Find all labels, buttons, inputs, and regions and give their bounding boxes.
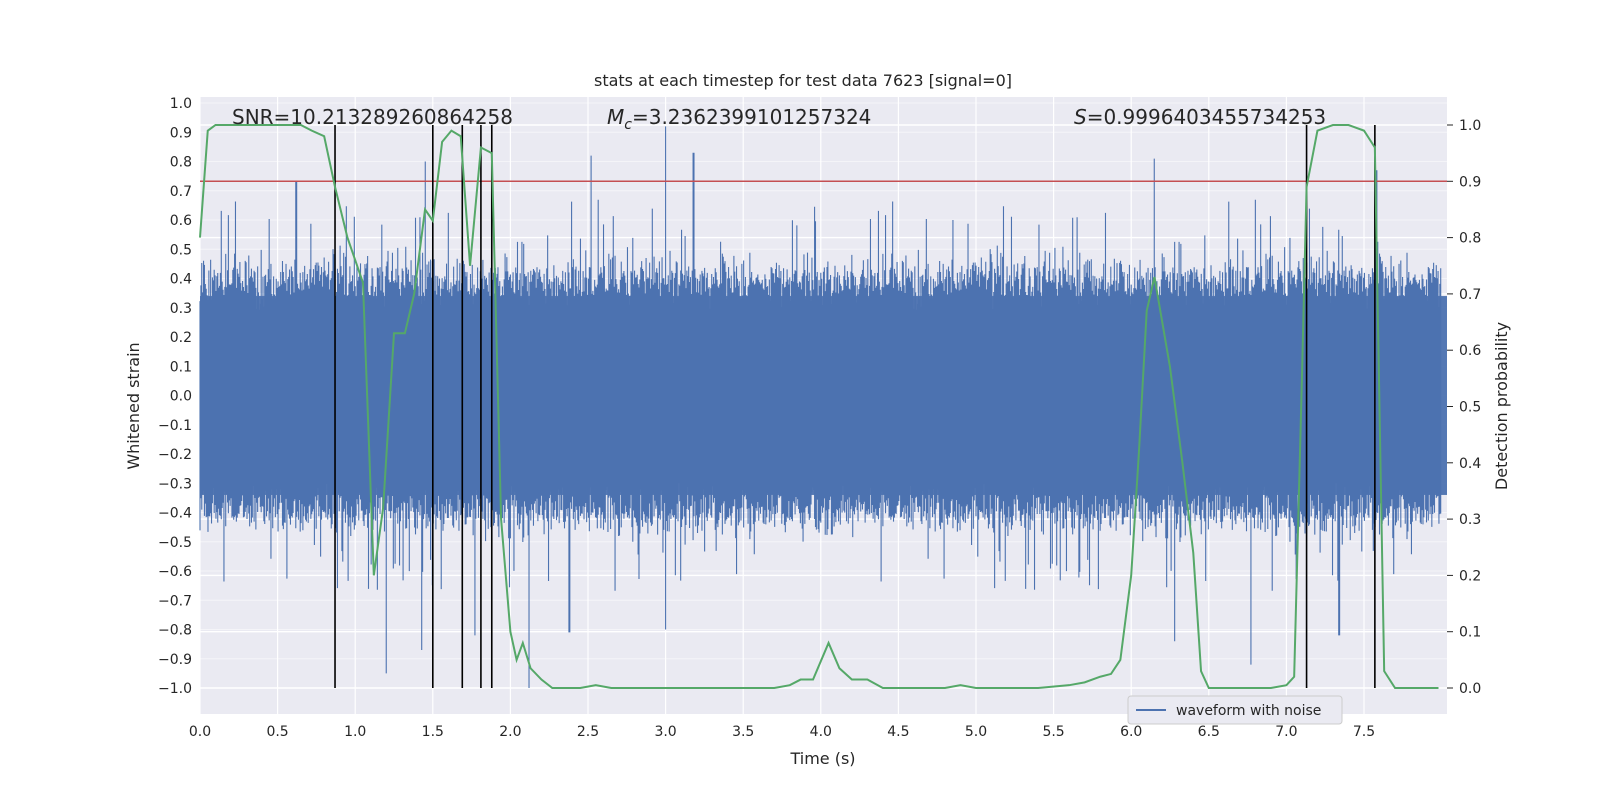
- y-tick-label: 0.0: [170, 389, 192, 405]
- y-tick-label: 0.4: [170, 272, 192, 288]
- y-tick-label: −0.7: [158, 593, 192, 609]
- waveform-series: [199, 126, 1447, 688]
- y2-tick-label: 1.0: [1459, 118, 1481, 134]
- y-tick-label: 0.8: [170, 155, 192, 171]
- legend-label: waveform with noise: [1176, 703, 1321, 719]
- chirp-mass-annotation: Mc=3.2362399101257324: [607, 105, 871, 133]
- chirp-mass-subscript: c: [624, 117, 632, 133]
- y-tick-label: 0.5: [170, 242, 192, 258]
- y2-axis-label: Detection probability: [1492, 322, 1511, 490]
- s-annotation: S=0.9996403455734253: [1074, 105, 1326, 129]
- x-tick-label: 6.5: [1198, 724, 1220, 740]
- y-tick-label: −0.3: [158, 476, 192, 492]
- x-tick-label: 1.0: [344, 724, 366, 740]
- y-axis-left: 1.0 0.9 0.8 0.7 0.6 0.5 0.4 0.3 0.2 0.1 0.0 −0.1 −0.…: [158, 96, 192, 697]
- y-tick-label: −1.0: [158, 681, 192, 697]
- y-tick-label: −0.2: [158, 447, 192, 463]
- x-tick-label: 4.0: [810, 724, 832, 740]
- y2-tick-label: 0.2: [1459, 568, 1481, 584]
- y-axis-right: 1.0 0.9 0.8 0.7 0.6 0.5 0.4 0.3 0.2 0.1 0.0: [1447, 118, 1481, 697]
- y2-tick-label: 0.8: [1459, 231, 1481, 247]
- y-tick-label: −0.1: [158, 418, 192, 434]
- y-tick-label: −0.8: [158, 623, 192, 639]
- x-tick-label: 2.0: [499, 724, 521, 740]
- y2-tick-label: 0.9: [1459, 174, 1481, 190]
- y-tick-label: 0.3: [170, 301, 192, 317]
- chart-title: stats at each timestep for test data 762…: [594, 71, 1012, 90]
- y-tick-label: 0.6: [170, 213, 192, 229]
- y-tick-label: 0.2: [170, 330, 192, 346]
- chirp-mass-symbol: M: [607, 105, 624, 129]
- chirp-mass-value: =3.2362399101257324: [632, 105, 871, 129]
- s-value: =0.9996403455734253: [1087, 105, 1326, 129]
- y-tick-label: 0.7: [170, 184, 192, 200]
- waveform-core: [200, 296, 1447, 495]
- x-axis-label: Time (s): [789, 749, 855, 768]
- legend-box: [1127, 695, 1343, 725]
- y2-tick-label: 0.0: [1459, 681, 1481, 697]
- x-tick-label: 5.5: [1042, 724, 1064, 740]
- y2-tick-label: 0.5: [1459, 400, 1481, 416]
- y-tick-label: 0.1: [170, 359, 192, 375]
- probability-series: [199, 124, 1439, 689]
- x-tick-label: 2.5: [577, 724, 599, 740]
- y-tick-label: 0.9: [170, 125, 192, 141]
- legend: waveform with noise: [1127, 695, 1343, 725]
- s-symbol: S: [1074, 105, 1087, 129]
- snr-annotation: SNR=10.213289260864258: [232, 105, 513, 129]
- x-tick-label: 3.0: [654, 724, 676, 740]
- y-tick-label: −0.5: [158, 535, 192, 551]
- x-tick-label: 0.5: [266, 724, 288, 740]
- x-tick-label: 4.5: [887, 724, 909, 740]
- y2-tick-label: 0.6: [1459, 343, 1481, 359]
- y-axis-label: Whitened strain: [124, 342, 143, 469]
- y-tick-label: 1.0: [170, 96, 192, 112]
- y-tick-label: −0.9: [158, 652, 192, 668]
- x-tick-label: 7.0: [1275, 724, 1297, 740]
- y2-tick-label: 0.4: [1459, 456, 1481, 472]
- y2-tick-label: 0.3: [1459, 512, 1481, 528]
- y-tick-label: −0.6: [158, 564, 192, 580]
- probability-line: [199, 124, 1439, 689]
- x-tick-label: 3.5: [732, 724, 754, 740]
- x-axis: 0.0 0.5 1.0 1.5 2.0 2.5 3.0 3.5 4.0 4.5 5.0 5.5 6.0 6…: [189, 724, 1375, 740]
- x-tick-label: 6.0: [1120, 724, 1142, 740]
- x-tick-label: 5.0: [965, 724, 987, 740]
- x-tick-label: 7.5: [1353, 724, 1375, 740]
- x-tick-label: 0.0: [189, 724, 211, 740]
- y-tick-label: −0.4: [158, 506, 192, 522]
- x-tick-label: 1.5: [422, 724, 444, 740]
- y2-tick-label: 0.1: [1459, 625, 1481, 641]
- y2-tick-label: 0.7: [1459, 287, 1481, 303]
